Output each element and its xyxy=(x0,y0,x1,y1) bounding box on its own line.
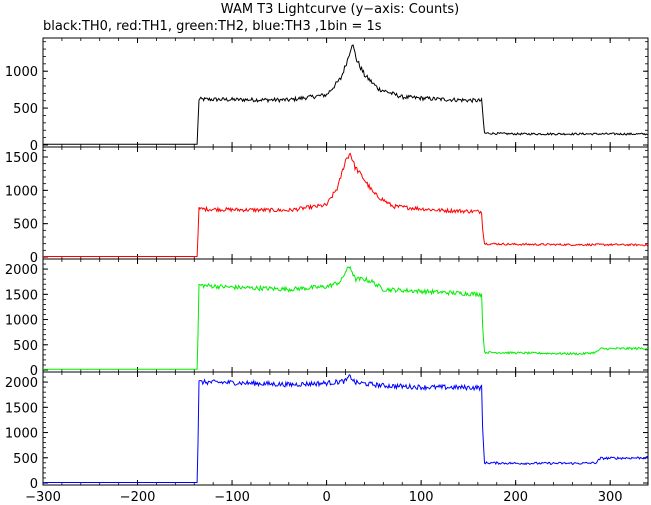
panel-frame xyxy=(42,146,649,260)
y-tick-label: 1000 xyxy=(5,314,38,329)
panel-frame xyxy=(42,37,649,148)
x-tick-label: 100 xyxy=(409,490,434,505)
y-tick-label: 1000 xyxy=(5,184,38,199)
y-tick-label: 1500 xyxy=(5,288,38,303)
series-line-th2 xyxy=(43,265,649,370)
y-tick-label: 1000 xyxy=(5,427,38,442)
series-line-th3 xyxy=(43,374,649,483)
panel-th2: 0 500 1000 1500 2000 xyxy=(5,258,649,379)
panel-th3: 0 500 1000 1500 2000 xyxy=(5,371,649,492)
y-tick-label: 2000 xyxy=(5,376,38,391)
y-tick-label: 0 xyxy=(30,139,38,154)
x-tick-label: −300 xyxy=(25,490,61,505)
series-line-th0 xyxy=(43,44,649,145)
x-tick-label: 300 xyxy=(598,490,623,505)
y-tick-label: 500 xyxy=(13,339,38,354)
y-tick-label: 0 xyxy=(30,477,38,492)
y-tick-label: 0 xyxy=(30,251,38,266)
x-tick-label: −200 xyxy=(120,490,156,505)
y-tick-label: 500 xyxy=(13,102,38,117)
panel-frame xyxy=(42,258,649,373)
chart-title: WAM T3 Lightcurve (y−axis: Counts) xyxy=(221,2,459,17)
panel-th1: 0 500 1000 1500 xyxy=(5,146,649,266)
y-tick-label: 500 xyxy=(13,218,38,233)
y-tick-label: 0 xyxy=(30,364,38,379)
y-tick-label: 2000 xyxy=(5,263,38,278)
panel-th0: 0 500 1000 xyxy=(5,37,649,154)
x-tick-label: 200 xyxy=(503,490,528,505)
y-tick-label: 500 xyxy=(13,452,38,467)
y-tick-label: 1500 xyxy=(5,401,38,416)
y-tick-label: 1000 xyxy=(5,65,38,80)
series-line-th1 xyxy=(43,152,649,257)
panel-frame xyxy=(42,371,649,486)
x-axis-ticks: −300 −200 −100 0 100 200 300 xyxy=(25,490,622,505)
panel-group: 0500100005001000150005001000150020000500… xyxy=(5,37,649,492)
chart-subtitle: black:TH0, red:TH1, green:TH2, blue:TH3 … xyxy=(43,19,382,34)
x-tick-label: −100 xyxy=(214,490,250,505)
y-tick-label: 1500 xyxy=(5,151,38,166)
x-tick-label: 0 xyxy=(322,490,330,505)
